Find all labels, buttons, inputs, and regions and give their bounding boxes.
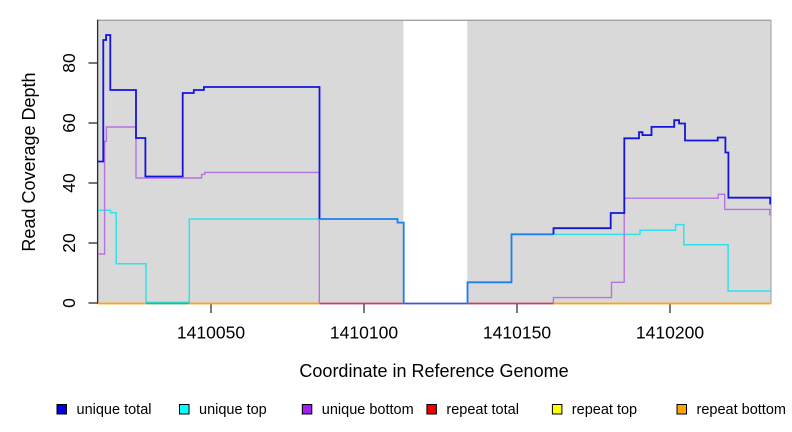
svg-text:Coordinate in Reference Genome: Coordinate in Reference Genome [299, 361, 568, 381]
svg-text:repeat total: repeat total [446, 402, 519, 418]
svg-text:60: 60 [59, 113, 79, 133]
svg-text:0: 0 [59, 298, 79, 308]
svg-text:Read Coverage Depth: Read Coverage Depth [19, 72, 39, 251]
svg-text:1410100: 1410100 [330, 323, 398, 343]
svg-text:1410200: 1410200 [636, 323, 704, 343]
svg-text:20: 20 [59, 233, 79, 253]
svg-text:unique bottom: unique bottom [322, 402, 414, 418]
svg-text:unique total: unique total [77, 402, 152, 418]
svg-text:80: 80 [59, 53, 79, 73]
svg-text:1410150: 1410150 [483, 323, 551, 343]
svg-text:repeat top: repeat top [572, 402, 637, 418]
svg-text:40: 40 [59, 173, 79, 193]
svg-text:repeat bottom: repeat bottom [697, 402, 786, 418]
svg-text:unique top: unique top [199, 402, 267, 418]
svg-text:1410050: 1410050 [177, 323, 245, 343]
